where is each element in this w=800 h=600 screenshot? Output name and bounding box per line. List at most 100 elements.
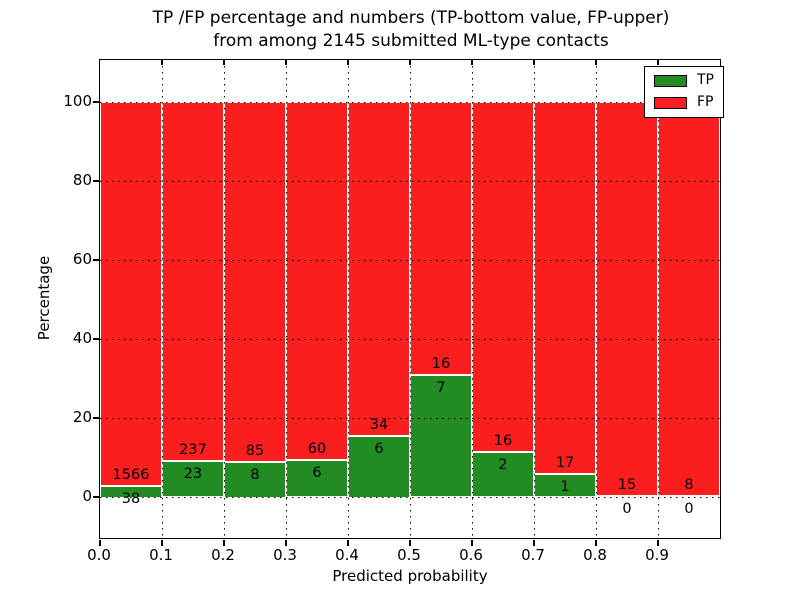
fp-bar-segment xyxy=(473,101,533,453)
tp-count-label: 1 xyxy=(560,478,570,495)
tp-bar-segment xyxy=(411,376,471,497)
tp-bar-segment xyxy=(225,462,285,497)
x-tick-label: 0.6 xyxy=(459,546,483,564)
x-gridline xyxy=(534,60,535,538)
fp-count-label: 237 xyxy=(179,441,207,458)
x-tick-mark xyxy=(595,539,597,546)
x-tick-mark xyxy=(471,539,473,546)
fp-bar-segment xyxy=(225,101,285,463)
x-tick-mark xyxy=(223,539,225,546)
legend-entry-tp: TP xyxy=(654,73,714,88)
y-tick-label: 100 xyxy=(63,91,92,110)
x-gridline xyxy=(162,60,163,538)
x-gridline xyxy=(286,60,287,538)
fp-bar-segment xyxy=(597,101,657,497)
x-tick-mark-top xyxy=(657,60,659,65)
x-tick-mark xyxy=(285,539,287,546)
tp-count-label: 38 xyxy=(121,491,141,508)
x-gridline xyxy=(596,60,597,538)
x-gridline xyxy=(224,60,225,538)
y-tick-mark xyxy=(92,100,99,103)
y-tick-label: 0 xyxy=(82,486,92,505)
tp-count-label: 6 xyxy=(312,464,322,481)
x-tick-mark-top xyxy=(595,60,597,65)
x-tick-mark xyxy=(533,539,535,546)
chart-title: TP /FP percentage and numbers (TP-bottom… xyxy=(100,7,722,53)
x-tick-label: 0.8 xyxy=(583,546,607,564)
x-tick-label: 0.4 xyxy=(335,546,359,564)
x-tick-mark-top xyxy=(409,60,411,65)
tp-count-label: 7 xyxy=(436,380,446,397)
tp-bar-segment xyxy=(287,460,347,497)
fp-bar-segment xyxy=(101,101,161,488)
y-tick-mark xyxy=(92,495,99,498)
x-tick-label: 0.9 xyxy=(645,546,669,564)
tp-count-label: 6 xyxy=(374,441,384,458)
fp-bar-segment xyxy=(535,101,595,475)
tp-count-label: 8 xyxy=(250,466,260,483)
x-tick-mark-top xyxy=(161,60,163,65)
y-tick-label: 20 xyxy=(72,407,92,426)
x-tick-label: 0.5 xyxy=(397,546,421,564)
x-tick-label: 0.0 xyxy=(87,546,111,564)
fp-color-swatch xyxy=(654,96,687,109)
fp-bar-segment xyxy=(349,101,409,438)
x-tick-mark-top xyxy=(223,60,225,65)
fp-count-label: 8 xyxy=(684,476,694,493)
tp-count-label: 0 xyxy=(622,500,632,517)
y-tick-mark xyxy=(92,337,99,340)
fp-count-label: 16 xyxy=(431,356,451,373)
fp-bar-segment xyxy=(163,101,223,462)
legend-label-fp: FP xyxy=(697,94,714,110)
fp-count-label: 34 xyxy=(369,417,389,434)
fp-count-label: 17 xyxy=(555,454,575,471)
tp-bar-segment xyxy=(101,487,161,497)
y-tick-mark xyxy=(92,416,99,419)
tp-count-label: 23 xyxy=(183,465,203,482)
tp-bar-segment xyxy=(163,461,223,497)
fp-bar-segment xyxy=(287,101,347,461)
plot-area: TP FP 1566 38 237 23 85 8 60 6 34 6 16 7 16 2 17 1 15 0 8 0 xyxy=(92,59,724,546)
x-tick-mark-top xyxy=(533,60,535,65)
x-gridline xyxy=(472,60,473,538)
x-tick-label: 0.7 xyxy=(521,546,545,564)
x-tick-mark xyxy=(99,539,101,546)
fp-bar-segment xyxy=(659,101,719,497)
x-gridline xyxy=(410,60,411,538)
fp-bar-segment xyxy=(411,101,471,377)
y-tick-label: 60 xyxy=(72,249,92,268)
x-tick-mark-top xyxy=(347,60,349,65)
x-tick-mark xyxy=(409,539,411,546)
y-tick-label: 40 xyxy=(72,328,92,347)
x-tick-mark xyxy=(657,539,659,546)
y-tick-label: 80 xyxy=(72,170,92,189)
x-tick-mark xyxy=(161,539,163,546)
x-tick-label: 0.2 xyxy=(211,546,235,564)
x-gridline xyxy=(658,60,659,538)
y-tick-mark xyxy=(92,258,99,261)
legend: TP FP xyxy=(644,66,724,118)
legend-entry-fp: FP xyxy=(654,95,714,110)
legend-label-tp: TP xyxy=(697,72,714,88)
chart-title-line1: TP /FP percentage and numbers (TP-bottom… xyxy=(152,8,670,28)
tp-count-label: 0 xyxy=(684,500,694,517)
x-tick-mark xyxy=(347,539,349,546)
x-tick-mark-top xyxy=(471,60,473,65)
fp-count-label: 16 xyxy=(493,432,513,449)
tp-count-label: 2 xyxy=(498,456,508,473)
tp-color-swatch xyxy=(654,74,687,87)
x-tick-mark-top xyxy=(285,60,287,65)
x-gridline xyxy=(348,60,349,538)
x-tick-label: 0.1 xyxy=(149,546,173,564)
fp-count-label: 15 xyxy=(617,476,637,493)
y-tick-mark xyxy=(92,179,99,182)
fp-count-label: 85 xyxy=(245,442,265,459)
tp-bar-segment xyxy=(535,474,595,497)
fp-count-label: 60 xyxy=(307,440,327,457)
tp-bar-segment xyxy=(473,452,533,497)
chart-title-line2: from among 2145 submitted ML-type contac… xyxy=(213,31,609,51)
x-axis-label: Predicted probability xyxy=(332,567,488,585)
tp-bar-segment xyxy=(349,437,409,497)
x-tick-label: 0.3 xyxy=(273,546,297,564)
